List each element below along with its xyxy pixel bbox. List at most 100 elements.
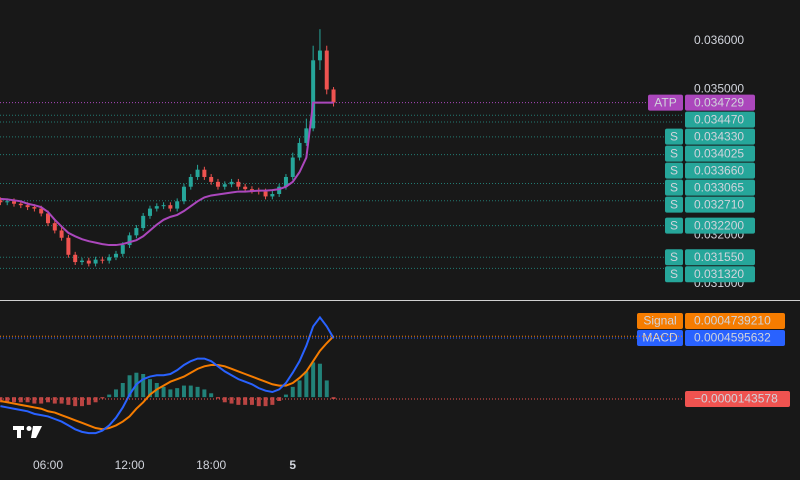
series-badge (685, 313, 785, 330)
histogram-bar (32, 397, 37, 404)
histogram-bar (39, 397, 44, 404)
histogram-bar (195, 386, 200, 398)
candle-body (45, 213, 50, 224)
candle-body (52, 223, 57, 231)
level-tag (665, 196, 683, 213)
histogram-bar (168, 389, 173, 398)
level-badge (685, 145, 755, 162)
histogram-bar (5, 397, 10, 403)
level-tag (665, 145, 683, 162)
candle-body (154, 206, 159, 209)
candle-body (32, 207, 37, 209)
candle-body (120, 245, 125, 254)
level-tag-text: S (670, 218, 678, 232)
level-label: 0.031550 (694, 250, 744, 264)
candle-body (127, 235, 132, 246)
level-tag-text: S (670, 250, 678, 264)
candle-body (304, 128, 309, 143)
candle-body (236, 181, 241, 187)
candle-body (283, 176, 288, 187)
candle-body (79, 260, 84, 263)
candle-body (59, 230, 64, 238)
series-value: 0.0004595632 (694, 331, 771, 345)
histogram-bar (283, 394, 288, 398)
histogram-bar (236, 397, 241, 405)
level-label: 0.031320 (694, 267, 744, 281)
candle-body (202, 169, 207, 177)
candle-body (175, 201, 180, 209)
series-badge (685, 330, 785, 347)
level-tag-text: S (670, 267, 678, 281)
candle-body (222, 184, 227, 187)
candle-body (93, 259, 98, 264)
level-tag-text: S (670, 180, 678, 194)
level-label: 0.034470 (694, 112, 744, 126)
series-value: 0.0004739210 (694, 314, 771, 328)
histogram-bar (66, 397, 71, 405)
histogram-bar (18, 397, 23, 403)
candle-body (66, 237, 71, 255)
candle-body (229, 181, 234, 185)
x-tick-label: 06:00 (33, 458, 63, 472)
y-tick-label: 0.035000 (694, 82, 744, 96)
histogram-bar (113, 389, 118, 398)
candle-body (263, 191, 268, 197)
histogram-bar (188, 385, 193, 398)
level-tag (665, 249, 683, 266)
candle-body (277, 186, 282, 195)
histogram-bar (304, 371, 309, 398)
histogram-bar (311, 362, 316, 398)
candle-body (243, 186, 248, 190)
candle-body (0, 200, 3, 203)
candle-body (317, 50, 322, 61)
candle-body (188, 176, 193, 187)
histogram-bar (79, 397, 84, 407)
series-tag (637, 330, 683, 347)
atp-line (0, 101, 334, 247)
candle-body (73, 254, 78, 263)
candle-body (290, 157, 295, 177)
level-tag-text: S (670, 129, 678, 143)
histogram-bar (209, 393, 214, 398)
candle-body (181, 186, 186, 202)
histogram-bar (290, 386, 295, 398)
level-label: 0.033065 (694, 180, 744, 194)
histogram-bar (263, 397, 268, 407)
candle-body (297, 142, 302, 158)
candle-body (324, 50, 329, 90)
atp-tag (648, 94, 683, 111)
level-label: 0.032710 (694, 197, 744, 211)
level-tag (665, 162, 683, 179)
histogram-bar (175, 388, 180, 398)
histogram-bar (215, 397, 220, 399)
histogram-value: −0.0000143578 (694, 392, 778, 406)
candle-body (141, 215, 146, 229)
histogram-bar (93, 397, 98, 403)
histogram-badge (685, 390, 790, 407)
atp-badge (685, 94, 755, 111)
candle-body (311, 60, 316, 129)
histogram-bar (12, 397, 17, 403)
x-tick-label: 5 (289, 458, 296, 472)
candle-body (107, 257, 112, 261)
histogram-bar (243, 397, 248, 405)
candle-body (100, 259, 105, 261)
histogram-bar (256, 397, 261, 407)
level-badge (685, 266, 755, 283)
candle-body (209, 176, 214, 182)
x-tick-label: 18:00 (196, 458, 226, 472)
level-label: 0.033660 (694, 163, 744, 177)
histogram-bar (181, 385, 186, 398)
histogram-bar (147, 379, 152, 398)
histogram-bar (120, 383, 125, 398)
level-label: 0.034025 (694, 146, 744, 160)
atp-value: 0.034729 (694, 95, 744, 109)
histogram-bar (141, 374, 146, 398)
histogram-bar (202, 389, 207, 398)
level-badge (685, 217, 755, 234)
candle-body (25, 205, 30, 208)
level-badge (685, 249, 755, 266)
histogram-bar (270, 397, 275, 405)
